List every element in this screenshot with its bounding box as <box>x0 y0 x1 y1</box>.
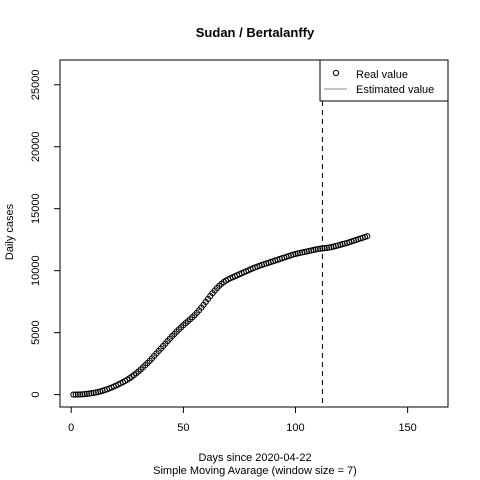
data-point <box>88 390 95 397</box>
data-point <box>86 390 93 397</box>
y-axis-label: Daily cases <box>4 203 16 260</box>
x-tick-label: 50 <box>177 422 189 434</box>
y-tick-label: 5000 <box>30 320 42 344</box>
y-tick-label: 10000 <box>30 255 42 286</box>
data-point <box>70 391 77 398</box>
data-point <box>323 244 330 251</box>
x-axis-label: Days since 2020-04-22 <box>198 452 311 464</box>
legend-label-real: Real value <box>356 69 408 81</box>
data-point <box>83 390 91 397</box>
data-point <box>364 233 371 240</box>
data-point <box>79 391 86 398</box>
x-tick-label: 0 <box>68 422 74 434</box>
plot-frame <box>59 59 449 408</box>
data-point <box>74 391 82 398</box>
data-point <box>77 391 84 398</box>
y-tick-label: 15000 <box>30 193 42 224</box>
plot-area <box>59 59 449 408</box>
x-axis-sublabel: Simple Moving Avarage (window size = 7) <box>153 465 357 477</box>
x-tick-label: 100 <box>286 422 304 434</box>
data-point <box>312 246 319 253</box>
data-point <box>81 391 88 398</box>
legend-label-estimated: Estimated value <box>356 84 434 96</box>
data-point <box>90 389 97 396</box>
data-point <box>72 391 79 398</box>
y-axis: 0 5000 10000 15000 20000 25000 <box>30 69 60 398</box>
y-tick-label: 20000 <box>30 131 42 162</box>
y-tick-label: 0 <box>30 392 42 398</box>
data-series-real-value <box>70 233 371 398</box>
data-point <box>314 246 322 253</box>
x-axis: 0 50 100 150 <box>68 407 417 434</box>
chart-title: Sudan / Bertalanffy <box>196 25 315 40</box>
data-point <box>326 244 333 251</box>
legend-box <box>319 59 449 102</box>
legend-marker-circle <box>332 69 340 77</box>
y-tick-label: 25000 <box>30 69 42 100</box>
legend: Real value Estimated value <box>319 59 449 102</box>
x-tick-label: 150 <box>398 422 416 434</box>
